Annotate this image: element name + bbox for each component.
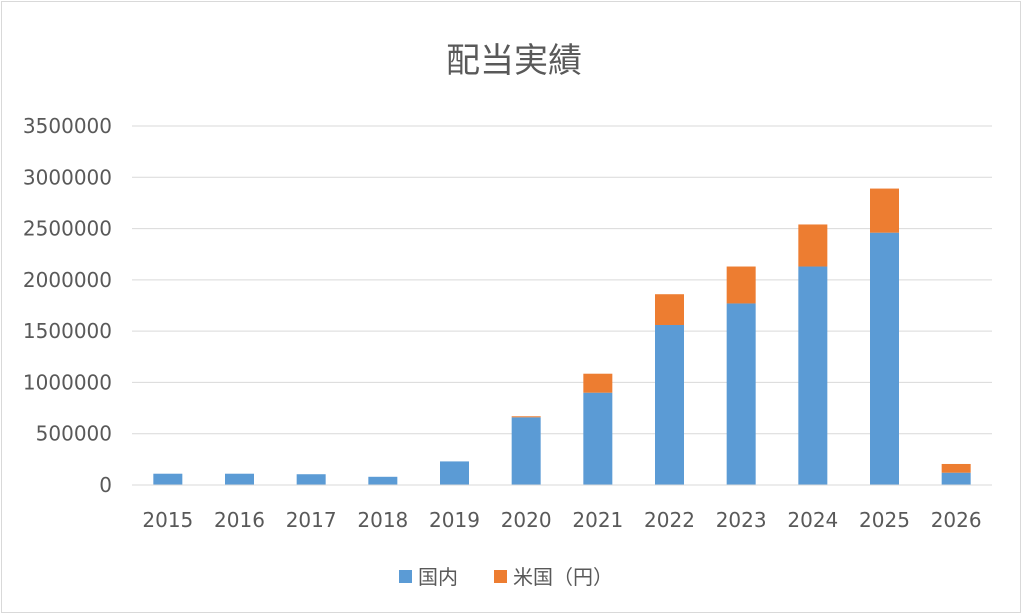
bar-domestic-2023 bbox=[726, 303, 756, 485]
bars bbox=[153, 188, 971, 485]
x-tick-label: 2015 bbox=[142, 508, 193, 532]
bar-us-2020 bbox=[511, 416, 541, 418]
y-tick-label: 1000000 bbox=[23, 370, 112, 394]
y-tick-label: 0 bbox=[99, 473, 112, 497]
bar-domestic-2021 bbox=[583, 392, 613, 485]
x-tick-label: 2020 bbox=[501, 508, 552, 532]
bar-domestic-2019 bbox=[440, 461, 469, 485]
bar-us-2025 bbox=[870, 188, 899, 233]
bar-domestic-2018 bbox=[368, 476, 398, 485]
bar-domestic-2022 bbox=[655, 324, 684, 485]
y-tick-label: 1500000 bbox=[23, 319, 112, 343]
x-tick-label: 2018 bbox=[357, 508, 408, 532]
x-tick-label: 2023 bbox=[716, 508, 767, 532]
bar-domestic-2017 bbox=[296, 474, 326, 485]
x-tick-label: 2025 bbox=[859, 508, 910, 532]
chart-title: 配当実績 bbox=[446, 41, 582, 81]
bar-us-2026 bbox=[941, 463, 971, 473]
bar-domestic-2020 bbox=[511, 417, 541, 485]
bar-domestic-2016 bbox=[225, 473, 254, 485]
x-tick-label: 2024 bbox=[787, 508, 838, 532]
bar-domestic-2024 bbox=[798, 266, 828, 485]
x-tick-label: 2017 bbox=[286, 508, 337, 532]
legend: 国内 米国（円） bbox=[399, 565, 613, 589]
legend-label-us: 米国（円） bbox=[513, 565, 613, 589]
y-tick-label: 3000000 bbox=[23, 165, 112, 189]
bar-domestic-2015 bbox=[153, 473, 183, 485]
x-tick-label: 2026 bbox=[931, 508, 982, 532]
bar-us-2021 bbox=[583, 373, 613, 393]
bar-domestic-2026 bbox=[941, 472, 971, 485]
x-axis: 2015 2016 2017 2018 2019 2020 2021 2022 2023 2024… bbox=[132, 484, 992, 532]
y-tick-label: 500000 bbox=[36, 422, 112, 446]
legend-label-domestic: 国内 bbox=[418, 565, 458, 589]
bar-domestic-2025 bbox=[870, 232, 899, 485]
bar-us-2024 bbox=[798, 224, 828, 267]
legend-swatch-domestic bbox=[399, 570, 412, 583]
y-axis: 0 500000 1000000 1500000 2000000 2500000 30000… bbox=[23, 114, 112, 497]
bar-us-2022 bbox=[655, 294, 684, 325]
x-tick-label: 2022 bbox=[644, 508, 695, 532]
x-tick-label: 2021 bbox=[572, 508, 623, 532]
x-tick-label: 2016 bbox=[214, 508, 265, 532]
y-tick-label: 2000000 bbox=[23, 268, 112, 292]
y-tick-label: 3500000 bbox=[23, 114, 112, 138]
gridlines bbox=[132, 125, 992, 486]
bar-us-2023 bbox=[726, 266, 756, 304]
y-tick-label: 2500000 bbox=[23, 217, 112, 241]
x-tick-label: 2019 bbox=[429, 508, 480, 532]
legend-swatch-us bbox=[494, 570, 507, 583]
